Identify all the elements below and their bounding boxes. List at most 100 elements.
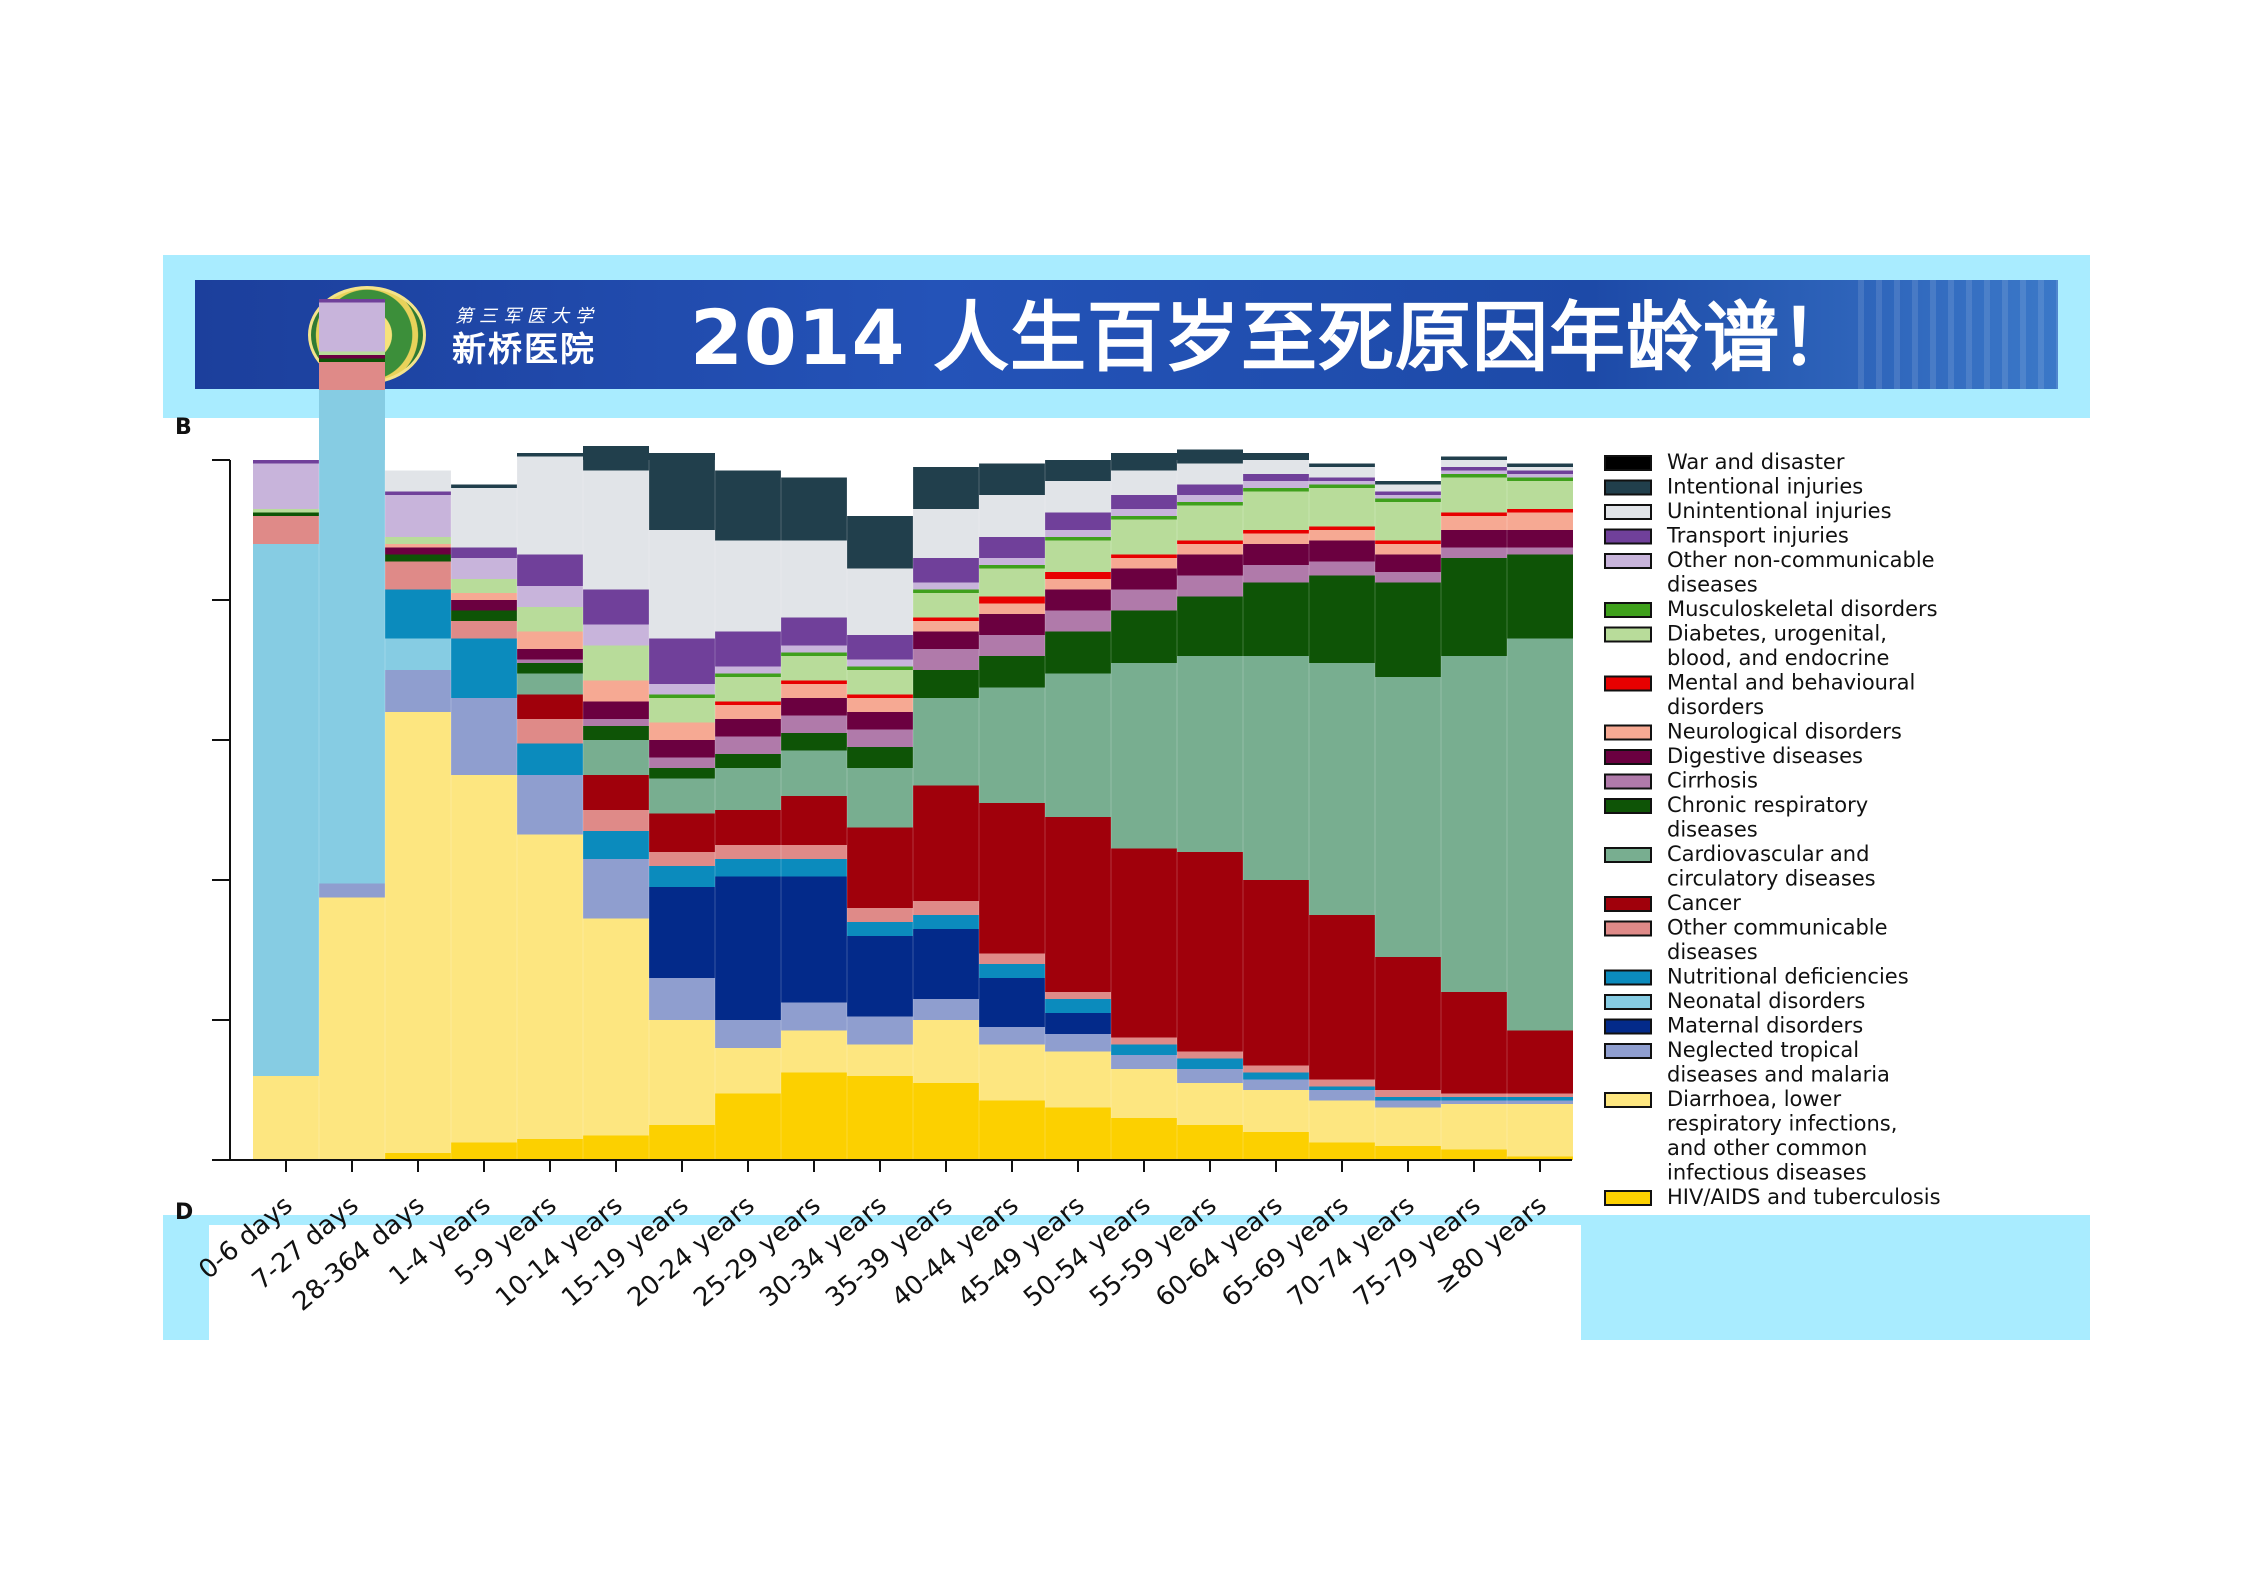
legend-swatch-nutritional-deficiencies <box>1604 969 1652 986</box>
segment-neurological-disorders-7 <box>715 705 781 719</box>
segment-diarrhoea-lower-respiratory-infections-and-other-common-infectious-diseases-13 <box>1111 1069 1177 1118</box>
hospital-name: 新桥医院 <box>452 330 596 370</box>
segment-neurological-disorders-9 <box>847 698 913 712</box>
segment-cancer-10 <box>913 785 979 901</box>
segment-cancer-14 <box>1177 852 1243 1052</box>
segment-intentional-injuries-17 <box>1375 481 1441 485</box>
segment-diarrhoea-lower-respiratory-infections-and-other-common-infectious-diseases-7 <box>715 1048 781 1094</box>
segment-other-communicable-diseases-16 <box>1309 1079 1375 1087</box>
segment-chronic-respiratory-diseases-12 <box>1045 631 1111 674</box>
segment-hiv-aids-and-tuberculosis-4 <box>517 1139 583 1160</box>
legend-swatch-diabetes-urogenital-blood-and-endocrine <box>1604 626 1652 643</box>
segment-cirrhosis-14 <box>1177 575 1243 597</box>
segment-transport-injuries-4 <box>517 554 583 586</box>
segment-intentional-injuries-16 <box>1309 463 1375 467</box>
segment-other-communicable-diseases-7 <box>715 845 781 859</box>
legend-label-other-non-communicable-diseases: diseases <box>1667 573 1758 597</box>
segment-neglected-tropical-diseases-and-malaria-12 <box>1045 1034 1111 1052</box>
segment-neglected-tropical-diseases-and-malaria-14 <box>1177 1069 1243 1083</box>
segment-unintentional-injuries-8 <box>781 540 847 618</box>
segment-cardiovascular-and-circulatory-diseases-10 <box>913 698 979 786</box>
segment-chronic-respiratory-diseases-17 <box>1375 582 1441 677</box>
segment-transport-injuries-12 <box>1045 512 1111 530</box>
segment-digestive-diseases-11 <box>979 614 1045 635</box>
segment-cancer-13 <box>1111 848 1177 1038</box>
segment-neglected-tropical-diseases-and-malaria-9 <box>847 1016 913 1045</box>
segment-other-non-communicable-diseases-19 <box>1507 474 1573 478</box>
segment-nutritional-deficiencies-19 <box>1507 1097 1573 1101</box>
segment-diarrhoea-lower-respiratory-infections-and-other-common-infectious-diseases-0 <box>253 1076 319 1160</box>
segment-other-non-communicable-diseases-1 <box>319 302 385 352</box>
segment-diabetes-urogenital-blood-and-endocrine-13 <box>1111 519 1177 555</box>
segment-neurological-disorders-3 <box>451 593 517 600</box>
segment-diabetes-urogenital-blood-and-endocrine-9 <box>847 670 913 695</box>
legend-swatch-maternal-disorders <box>1604 1018 1652 1035</box>
segment-chronic-respiratory-diseases-19 <box>1507 554 1573 639</box>
segment-neonatal-disorders-1 <box>319 390 385 884</box>
segment-neglected-tropical-diseases-and-malaria-13 <box>1111 1055 1177 1069</box>
segment-intentional-injuries-11 <box>979 463 1045 495</box>
segment-diabetes-urogenital-blood-and-endocrine-0 <box>253 509 319 513</box>
segment-chronic-respiratory-diseases-10 <box>913 670 979 698</box>
segment-nutritional-deficiencies-18 <box>1441 1097 1507 1101</box>
legend-swatch-neglected-tropical-diseases-and-malaria <box>1604 1043 1652 1059</box>
segment-neglected-tropical-diseases-and-malaria-4 <box>517 775 583 835</box>
segment-transport-injuries-15 <box>1243 474 1309 481</box>
segment-cancer-19 <box>1507 1030 1573 1094</box>
segment-chronic-respiratory-diseases-13 <box>1111 610 1177 663</box>
segment-nutritional-deficiencies-13 <box>1111 1044 1177 1055</box>
segment-unintentional-injuries-4 <box>517 456 583 555</box>
segment-other-communicable-diseases-2 <box>385 561 451 590</box>
banner-decoration <box>1858 280 2058 389</box>
segment-neurological-disorders-5 <box>583 680 649 702</box>
segment-intentional-injuries-5 <box>583 446 649 471</box>
legend-swatch-transport-injuries <box>1604 528 1652 545</box>
legend-label-diabetes-urogenital-blood-and-endocrine: Diabetes, urogenital, <box>1667 622 1887 646</box>
segment-other-non-communicable-diseases-16 <box>1309 481 1375 485</box>
segment-diarrhoea-lower-respiratory-infections-and-other-common-infectious-diseases-12 <box>1045 1051 1111 1108</box>
segment-hiv-aids-and-tuberculosis-2 <box>385 1153 451 1160</box>
segment-mental-and-behavioural-disorders-19 <box>1507 509 1573 513</box>
segment-digestive-diseases-1 <box>319 355 385 359</box>
segment-unintentional-injuries-10 <box>913 509 979 558</box>
segment-diabetes-urogenital-blood-and-endocrine-19 <box>1507 481 1573 509</box>
legend-swatch-cirrhosis <box>1604 773 1652 790</box>
segment-cirrhosis-16 <box>1309 561 1375 576</box>
title-banner <box>195 280 2058 389</box>
segment-cirrhosis-7 <box>715 736 781 754</box>
segment-hiv-aids-and-tuberculosis-11 <box>979 1100 1045 1160</box>
segment-digestive-diseases-15 <box>1243 544 1309 565</box>
segment-mental-and-behavioural-disorders-8 <box>781 680 847 684</box>
segment-neonatal-disorders-0 <box>253 544 319 1076</box>
segment-musculoskeletal-disorders-15 <box>1243 488 1309 492</box>
segment-nutritional-deficiencies-9 <box>847 922 913 936</box>
segment-other-non-communicable-diseases-11 <box>979 558 1045 565</box>
segment-other-non-communicable-diseases-12 <box>1045 530 1111 537</box>
segment-hiv-aids-and-tuberculosis-15 <box>1243 1132 1309 1160</box>
legend-label-diarrhoea-lower-respiratory-infections-and-other-common-infectious-diseases: Diarrhoea, lower <box>1667 1087 1841 1111</box>
segment-digestive-diseases-10 <box>913 631 979 649</box>
segment-diabetes-urogenital-blood-and-endocrine-12 <box>1045 540 1111 572</box>
segment-neurological-disorders-11 <box>979 603 1045 614</box>
segment-nutritional-deficiencies-5 <box>583 831 649 859</box>
segment-nutritional-deficiencies-15 <box>1243 1072 1309 1080</box>
segment-cirrhosis-18 <box>1441 547 1507 558</box>
legend-swatch-digestive-diseases <box>1604 749 1652 765</box>
segment-hiv-aids-and-tuberculosis-14 <box>1177 1125 1243 1160</box>
segment-diarrhoea-lower-respiratory-infections-and-other-common-infectious-diseases-19 <box>1507 1104 1573 1157</box>
segment-other-communicable-diseases-4 <box>517 719 583 744</box>
legend-swatch-cancer <box>1604 896 1652 912</box>
legend-label-neurological-disorders: Neurological disorders <box>1667 720 1902 744</box>
segment-other-non-communicable-diseases-10 <box>913 582 979 590</box>
segment-mental-and-behavioural-disorders-9 <box>847 694 913 698</box>
segment-mental-and-behavioural-disorders-16 <box>1309 526 1375 530</box>
segment-digestive-diseases-8 <box>781 698 847 716</box>
segment-digestive-diseases-16 <box>1309 540 1375 562</box>
segment-unintentional-injuries-16 <box>1309 467 1375 478</box>
segment-musculoskeletal-disorders-9 <box>847 666 913 670</box>
segment-diabetes-urogenital-blood-and-endocrine-6 <box>649 698 715 723</box>
segment-neglected-tropical-diseases-and-malaria-3 <box>451 698 517 775</box>
segment-cirrhosis-17 <box>1375 572 1441 583</box>
segment-neurological-disorders-19 <box>1507 512 1573 530</box>
segment-hiv-aids-and-tuberculosis-18 <box>1441 1149 1507 1160</box>
